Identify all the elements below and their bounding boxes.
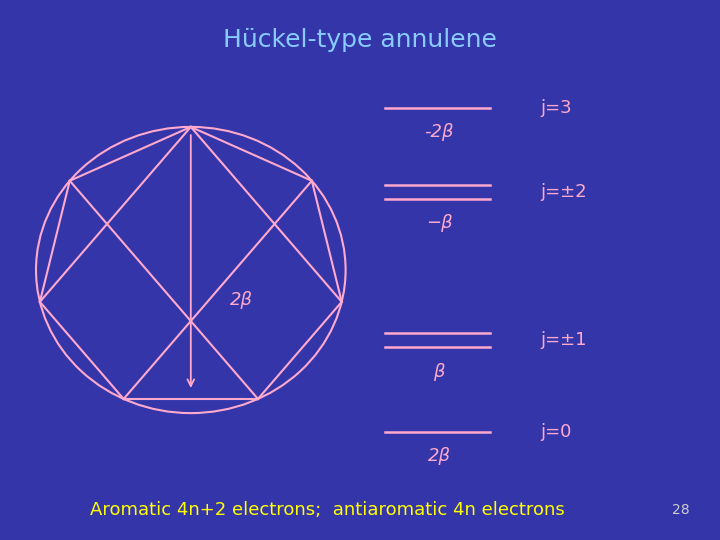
Text: j=±1: j=±1 bbox=[540, 331, 587, 349]
Text: 2β: 2β bbox=[230, 292, 253, 309]
Text: −β: −β bbox=[426, 214, 452, 232]
Text: 2β: 2β bbox=[428, 447, 451, 465]
Text: Hückel-type annulene: Hückel-type annulene bbox=[223, 29, 497, 52]
Text: j=3: j=3 bbox=[540, 99, 572, 117]
Text: Aromatic 4n+2 electrons;  antiaromatic 4n electrons: Aromatic 4n+2 electrons; antiaromatic 4n… bbox=[90, 501, 565, 519]
Text: j=±2: j=±2 bbox=[540, 183, 587, 201]
Text: 28: 28 bbox=[672, 503, 689, 517]
Text: j=0: j=0 bbox=[540, 423, 572, 441]
Text: -2β: -2β bbox=[425, 123, 454, 141]
Text: β: β bbox=[433, 362, 445, 381]
